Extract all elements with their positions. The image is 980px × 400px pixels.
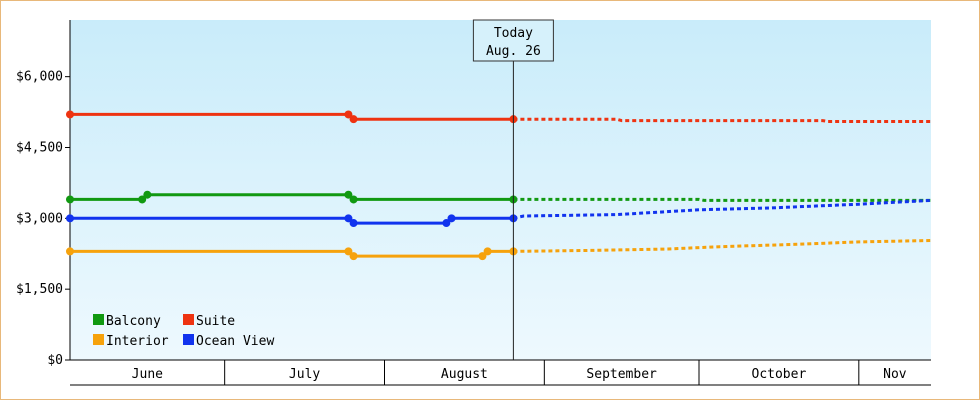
month-label: June	[132, 367, 163, 382]
month-label: August	[441, 367, 488, 382]
series-line-actual	[70, 193, 514, 201]
series-balcony	[66, 190, 931, 204]
series-point	[349, 252, 358, 261]
legend-swatch	[93, 334, 104, 345]
series-point	[483, 247, 492, 256]
y-tick-label: $6,000	[16, 70, 63, 85]
series-point	[344, 110, 353, 119]
series-point	[349, 195, 358, 204]
today-box	[472, 19, 554, 62]
y-tick-label: $0	[47, 353, 63, 368]
series-line-forecast	[513, 198, 932, 220]
series-line-forecast	[513, 197, 931, 202]
legend-label: Balcony	[106, 314, 161, 329]
today-date: Aug. 26	[486, 44, 541, 59]
series-point	[344, 214, 353, 223]
series-layer	[66, 110, 932, 261]
series-point	[344, 247, 353, 256]
legend-item-balcony: Balcony	[93, 314, 161, 329]
series-line-actual	[70, 216, 514, 225]
month-label: September	[586, 367, 657, 382]
x-axis: June July August September October Nov	[70, 359, 931, 386]
y-tick-label: $3,000	[16, 211, 63, 226]
legend-swatch	[93, 314, 104, 325]
series-ocean-view	[66, 198, 932, 228]
series-point	[66, 247, 74, 256]
today-marker: Today Aug. 26	[472, 19, 554, 360]
series-point	[344, 190, 353, 199]
y-tick-label: $4,500	[16, 141, 63, 156]
series-point	[349, 219, 358, 228]
legend-item-ocean-view: Ocean View	[183, 334, 274, 349]
series-line-forecast	[513, 117, 931, 123]
series-line-actual	[70, 249, 514, 258]
legend-item-suite: Suite	[183, 314, 235, 329]
legend-label: Ocean View	[196, 334, 274, 349]
today-title: Today	[494, 26, 533, 41]
series-point	[138, 195, 147, 204]
series-point	[66, 110, 74, 119]
series-line-forecast	[513, 239, 932, 253]
plot-area	[70, 20, 931, 360]
series-point	[478, 252, 487, 261]
series-point	[66, 214, 74, 223]
series-point	[143, 190, 152, 199]
y-axis: $0 $1,500 $3,000 $4,500 $6,000	[16, 20, 71, 368]
legend-item-interior: Interior	[93, 334, 169, 349]
y-tick-label: $1,500	[16, 282, 63, 297]
legend-swatch	[183, 314, 194, 325]
month-label: Nov	[883, 367, 907, 382]
legend-swatch	[183, 334, 194, 345]
legend: Balcony Suite Interior Ocean View	[93, 314, 274, 349]
month-label: October	[752, 367, 807, 382]
series-suite	[66, 110, 931, 124]
legend-label: Interior	[106, 334, 169, 349]
legend-label: Suite	[196, 314, 235, 329]
series-point	[442, 219, 451, 228]
series-point	[349, 115, 358, 124]
month-label: July	[289, 367, 320, 382]
series-point	[447, 214, 456, 223]
series-interior	[66, 239, 932, 261]
series-point	[66, 195, 74, 204]
